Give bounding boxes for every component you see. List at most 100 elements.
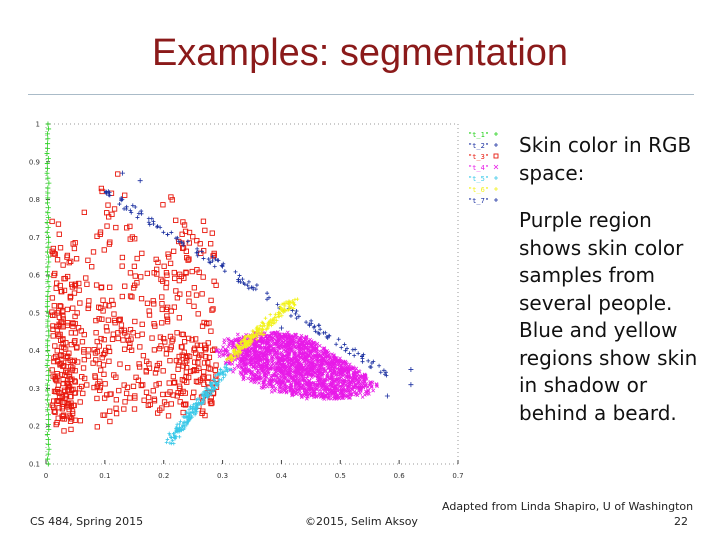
- point-t3: [191, 285, 197, 291]
- point-t4: [338, 374, 343, 379]
- point-t3: [63, 340, 69, 346]
- point-t3: [159, 405, 165, 411]
- point-t4: [299, 393, 304, 397]
- point-t4: [261, 353, 265, 357]
- point-t3: [64, 306, 71, 313]
- point-t4: [275, 351, 279, 356]
- point-t3: [50, 326, 56, 332]
- point-t4: [344, 379, 349, 383]
- point-t3: [120, 337, 126, 343]
- point-t4: [265, 384, 270, 389]
- point-t4: [326, 395, 331, 400]
- point-t4: [240, 354, 245, 359]
- point-t4: [337, 359, 342, 364]
- point-t3: [186, 335, 192, 342]
- point-t3: [179, 331, 185, 337]
- point-t1: [45, 318, 51, 324]
- point-t2: [185, 239, 190, 244]
- point-t3: [183, 401, 189, 407]
- point-t1: [45, 141, 51, 147]
- point-t4: [321, 396, 326, 400]
- point-t3: [100, 297, 106, 303]
- point-t3: [145, 394, 152, 401]
- point-t5: [169, 441, 174, 446]
- point-t4: [349, 387, 354, 392]
- point-t2: [233, 269, 238, 274]
- point-t3: [205, 365, 212, 371]
- point-t3: [128, 347, 135, 353]
- point-t6: [268, 321, 272, 325]
- point-t1: [44, 151, 50, 157]
- point-t3: [111, 311, 117, 317]
- footer-copyright: ©2015, Selim Aksoy: [305, 515, 418, 528]
- point-t3: [96, 343, 102, 349]
- point-t4: [249, 345, 254, 350]
- point-t4: [274, 366, 279, 371]
- point-t3: [151, 270, 157, 276]
- point-t6: [247, 338, 252, 342]
- footer-course: CS 484, Spring 2015: [30, 515, 144, 528]
- point-t3: [151, 347, 158, 353]
- point-t3: [132, 318, 138, 325]
- point-t4: [301, 350, 306, 355]
- point-t3: [163, 351, 170, 357]
- point-t3: [132, 273, 138, 279]
- point-t6: [247, 335, 252, 339]
- legend-marker: [493, 153, 499, 159]
- legend-label: "t_6": [468, 186, 489, 194]
- point-t6: [245, 340, 249, 345]
- point-t5: [187, 407, 191, 412]
- point-t4: [244, 371, 249, 376]
- point-t5: [178, 419, 183, 424]
- point-t4: [302, 358, 307, 363]
- point-t4: [245, 353, 250, 358]
- point-t6: [280, 307, 285, 312]
- point-t4: [315, 368, 320, 373]
- point-t3: [58, 288, 64, 295]
- point-t3: [182, 402, 188, 408]
- point-t4: [333, 395, 338, 400]
- point-t1: [45, 338, 51, 344]
- point-t1: [44, 131, 50, 137]
- point-t3: [161, 263, 167, 269]
- point-t2: [304, 320, 309, 325]
- point-t2: [317, 331, 322, 336]
- point-t4: [308, 348, 313, 353]
- point-t4: [321, 362, 325, 367]
- point-t3: [149, 335, 155, 341]
- legend-label: "t_2": [468, 142, 489, 150]
- point-t3: [50, 333, 56, 339]
- point-t4: [332, 356, 337, 360]
- point-t6: [247, 334, 251, 339]
- point-t3: [64, 320, 71, 326]
- point-t4: [370, 380, 375, 385]
- point-t3: [192, 359, 198, 365]
- point-t4: [272, 346, 276, 351]
- point-t3: [59, 404, 65, 410]
- point-t3: [164, 346, 170, 352]
- point-t4: [230, 362, 235, 366]
- point-t4: [287, 345, 292, 349]
- point-t3: [81, 357, 87, 363]
- point-t3: [209, 230, 215, 236]
- point-t4: [292, 369, 297, 373]
- point-t3: [206, 354, 213, 361]
- point-t4: [307, 391, 312, 396]
- point-t3: [77, 300, 83, 306]
- point-t3: [81, 209, 87, 216]
- point-t2: [293, 311, 298, 316]
- point-t4: [248, 351, 253, 355]
- point-t4: [312, 365, 317, 370]
- point-t3: [176, 359, 183, 365]
- point-t2: [117, 202, 122, 207]
- point-t3: [104, 223, 110, 229]
- point-t3: [177, 271, 183, 277]
- point-t4: [327, 353, 331, 357]
- point-t3: [153, 382, 159, 388]
- credit-text: Adapted from Linda Shapiro, U of Washing…: [442, 500, 694, 513]
- point-t4: [328, 361, 333, 366]
- point-t3: [212, 367, 219, 373]
- point-t3: [54, 257, 61, 263]
- point-t6: [274, 318, 279, 323]
- y-tick-label: 0.3: [29, 385, 40, 393]
